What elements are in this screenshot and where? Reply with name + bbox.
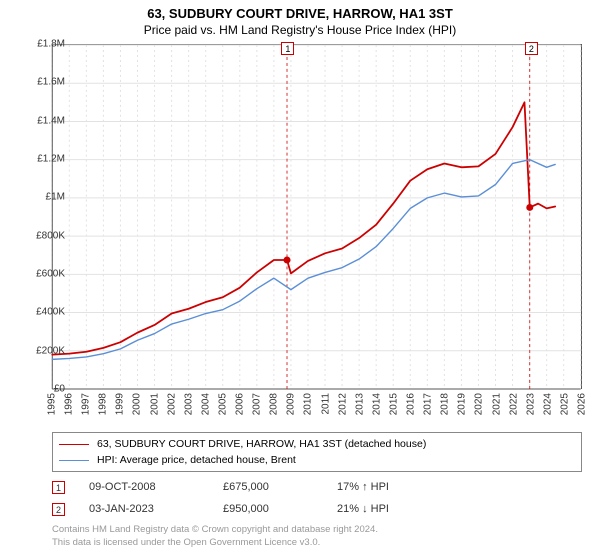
x-axis-label: 2016: [406, 393, 417, 415]
footer-line-2: This data is licensed under the Open Gov…: [52, 537, 378, 550]
sale-diff: 21% ↓ HPI: [337, 503, 437, 515]
sale-row: 2 03-JAN-2023 £950,000 21% ↓ HPI: [52, 498, 437, 520]
x-axis-label: 2006: [235, 393, 246, 415]
x-axis-label: 2000: [132, 393, 143, 415]
x-axis-label: 2023: [525, 393, 536, 415]
sale-marker-1: 1: [281, 42, 294, 55]
x-axis-label: 2020: [474, 393, 485, 415]
x-axis-label: 1998: [98, 393, 109, 415]
footer-line-1: Contains HM Land Registry data © Crown c…: [52, 524, 378, 537]
sale-date: 03-JAN-2023: [89, 503, 199, 515]
legend-box: 63, SUDBURY COURT DRIVE, HARROW, HA1 3ST…: [52, 432, 582, 472]
x-axis-label: 2024: [542, 393, 553, 415]
x-axis-label: 2022: [508, 393, 519, 415]
y-axis-label: £600K: [36, 269, 65, 280]
legend-swatch: [59, 444, 89, 445]
x-axis-label: 2021: [491, 393, 502, 415]
sale-marker-2: 2: [525, 42, 538, 55]
legend-label: 63, SUDBURY COURT DRIVE, HARROW, HA1 3ST…: [97, 438, 426, 450]
x-axis-label: 2005: [217, 393, 228, 415]
x-axis-label: 2003: [183, 393, 194, 415]
y-axis-label: £1.4M: [37, 115, 65, 126]
x-axis-label: 2002: [166, 393, 177, 415]
sale-row-marker: 1: [52, 481, 65, 494]
x-axis-label: 2009: [286, 393, 297, 415]
x-axis-label: 2015: [388, 393, 399, 415]
x-axis-label: 2018: [440, 393, 451, 415]
chart-container: { "title": "63, SUDBURY COURT DRIVE, HAR…: [0, 0, 600, 560]
sale-price: £950,000: [223, 503, 313, 515]
x-axis-label: 2017: [423, 393, 434, 415]
x-axis-label: 2012: [337, 393, 348, 415]
x-axis-label: 1996: [64, 393, 75, 415]
plot-svg: [52, 45, 581, 389]
y-axis-label: £800K: [36, 230, 65, 241]
x-axis-label: 1997: [81, 393, 92, 415]
x-axis-label: 2013: [354, 393, 365, 415]
sale-diff: 17% ↑ HPI: [337, 481, 437, 493]
sale-row: 1 09-OCT-2008 £675,000 17% ↑ HPI: [52, 476, 437, 498]
x-axis-label: 2004: [200, 393, 211, 415]
plot-area: [52, 44, 582, 389]
x-axis-label: 2008: [269, 393, 280, 415]
legend-item: HPI: Average price, detached house, Bren…: [59, 452, 575, 468]
x-axis-label: 2014: [371, 393, 382, 415]
y-axis-label: £1M: [46, 192, 65, 203]
x-axis-label: 2011: [320, 393, 331, 415]
footer-attribution: Contains HM Land Registry data © Crown c…: [52, 524, 378, 550]
legend-swatch: [59, 460, 89, 461]
x-axis-label: 2007: [252, 393, 263, 415]
sale-price: £675,000: [223, 481, 313, 493]
y-axis-label: £1.8M: [37, 39, 65, 50]
x-axis-label: 2025: [559, 393, 570, 415]
y-axis-label: £400K: [36, 307, 65, 318]
y-axis-label: £1.6M: [37, 77, 65, 88]
x-axis-label: 2010: [303, 393, 314, 415]
sale-date: 09-OCT-2008: [89, 481, 199, 493]
x-axis-label: 1999: [115, 393, 126, 415]
legend-label: HPI: Average price, detached house, Bren…: [97, 454, 296, 466]
legend-item: 63, SUDBURY COURT DRIVE, HARROW, HA1 3ST…: [59, 436, 575, 452]
y-axis-label: £1.2M: [37, 154, 65, 165]
sales-table: 1 09-OCT-2008 £675,000 17% ↑ HPI 2 03-JAN-202…: [52, 476, 437, 520]
x-axis-label: 2001: [149, 393, 160, 415]
sale-row-marker: 2: [52, 503, 65, 516]
x-axis-label: 1995: [47, 393, 58, 415]
x-axis-label: 2019: [457, 393, 468, 415]
chart-subtitle: Price paid vs. HM Land Registry's House …: [0, 21, 600, 41]
chart-title: 63, SUDBURY COURT DRIVE, HARROW, HA1 3ST: [0, 0, 600, 21]
x-axis-label: 2026: [577, 393, 588, 415]
y-axis-label: £200K: [36, 345, 65, 356]
